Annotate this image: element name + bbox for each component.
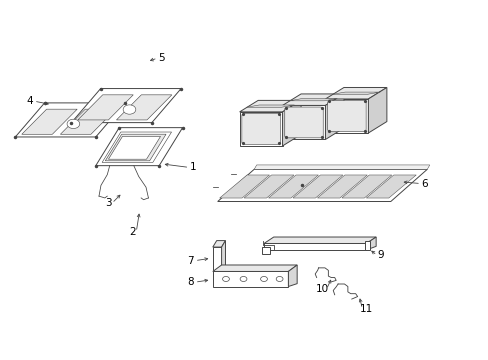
Text: 2: 2	[129, 227, 135, 237]
Polygon shape	[221, 240, 225, 270]
Polygon shape	[288, 99, 337, 101]
Circle shape	[240, 276, 246, 282]
Polygon shape	[246, 105, 294, 107]
Polygon shape	[331, 92, 380, 94]
Polygon shape	[264, 243, 366, 250]
Circle shape	[67, 119, 80, 129]
Polygon shape	[217, 169, 427, 202]
Polygon shape	[239, 100, 301, 112]
Polygon shape	[239, 112, 282, 146]
Polygon shape	[78, 95, 133, 120]
Polygon shape	[325, 94, 343, 139]
Polygon shape	[282, 100, 301, 146]
Polygon shape	[212, 271, 288, 287]
Polygon shape	[282, 94, 343, 105]
Polygon shape	[268, 175, 318, 198]
Text: 7: 7	[187, 256, 194, 266]
Text: 8: 8	[187, 277, 194, 287]
Circle shape	[222, 276, 229, 282]
Circle shape	[276, 276, 283, 282]
Text: 3: 3	[104, 198, 111, 208]
FancyBboxPatch shape	[242, 113, 280, 144]
Polygon shape	[212, 247, 221, 270]
Polygon shape	[15, 103, 125, 137]
Polygon shape	[325, 87, 386, 99]
Polygon shape	[244, 175, 293, 198]
Circle shape	[123, 105, 136, 114]
Text: 1: 1	[190, 162, 196, 172]
Polygon shape	[325, 99, 367, 133]
Polygon shape	[366, 175, 415, 198]
Polygon shape	[96, 128, 182, 166]
Bar	[261, 247, 270, 253]
Polygon shape	[288, 265, 297, 287]
Text: 6: 6	[421, 179, 427, 189]
FancyBboxPatch shape	[284, 107, 323, 138]
Text: 11: 11	[359, 304, 372, 314]
Polygon shape	[71, 89, 181, 123]
Text: 9: 9	[377, 250, 384, 260]
Polygon shape	[105, 134, 166, 161]
Text: 5: 5	[158, 53, 164, 63]
Polygon shape	[108, 136, 160, 159]
Polygon shape	[219, 175, 269, 198]
Polygon shape	[102, 132, 171, 162]
Text: 4: 4	[26, 96, 33, 106]
Polygon shape	[116, 95, 172, 120]
Polygon shape	[317, 175, 366, 198]
Polygon shape	[254, 165, 429, 169]
Polygon shape	[367, 87, 386, 133]
Circle shape	[260, 276, 267, 282]
Polygon shape	[282, 105, 325, 139]
Polygon shape	[366, 237, 375, 250]
Polygon shape	[292, 175, 342, 198]
Polygon shape	[60, 109, 116, 134]
Text: 10: 10	[315, 284, 328, 294]
Polygon shape	[264, 237, 375, 243]
Polygon shape	[212, 265, 297, 271]
Polygon shape	[341, 175, 391, 198]
Polygon shape	[212, 240, 225, 247]
Bar	[365, 241, 369, 250]
Polygon shape	[21, 109, 77, 134]
FancyBboxPatch shape	[327, 100, 366, 131]
